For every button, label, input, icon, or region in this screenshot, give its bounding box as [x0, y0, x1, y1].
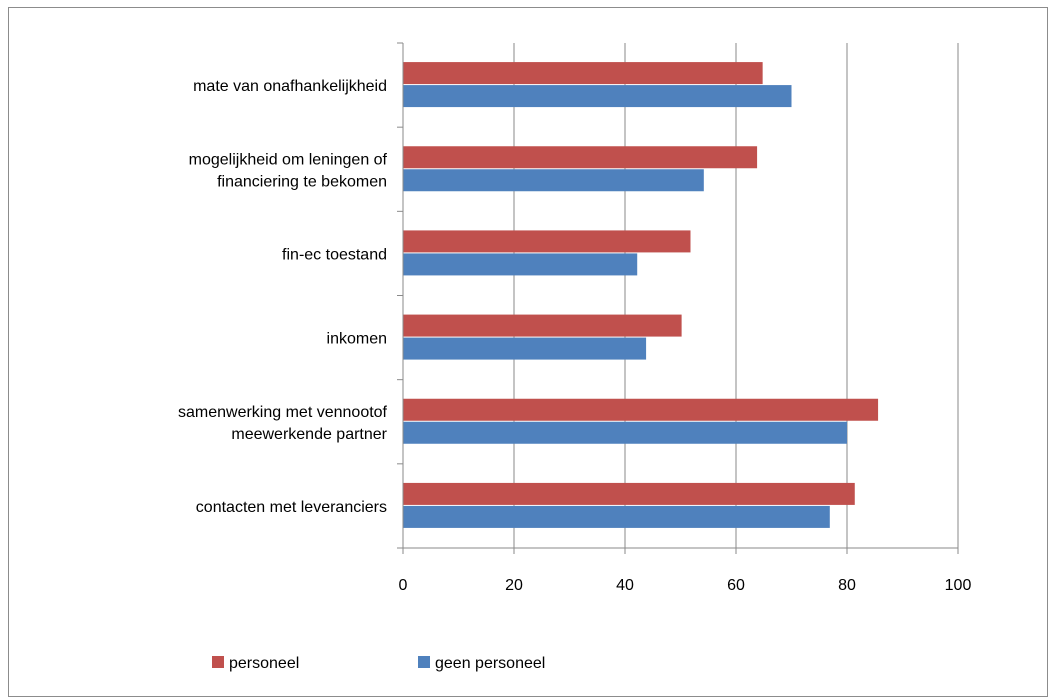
bar-geen-personeel: [403, 169, 704, 192]
bar-geen-personeel: [403, 337, 647, 360]
category-label-line: fin-ec toestand: [282, 246, 387, 263]
category-label-line: financiering te bekomen: [217, 173, 387, 190]
category-label: mate van onafhankelijkheid: [193, 78, 387, 95]
legend-label: personeel: [229, 655, 299, 672]
category-label: mogelijkheid om leningen of financiering …: [189, 151, 388, 190]
x-tick-label: 80: [838, 577, 856, 594]
bar-personeel: [403, 314, 682, 337]
x-tick-label: 100: [945, 577, 972, 594]
x-tick-label: 40: [616, 577, 634, 594]
legend-label: geen personeel: [435, 655, 545, 672]
bars: [403, 62, 879, 528]
x-tick-label: 0: [399, 577, 408, 594]
bar-personeel: [403, 146, 758, 169]
bar-geen-personeel: [403, 85, 792, 108]
x-tick-label: 60: [727, 577, 745, 594]
bar-personeel: [403, 62, 763, 85]
axes: [397, 42, 959, 554]
bar-geen-personeel: [403, 505, 830, 528]
category-label: samenwerking met vennootof meewerkende pa…: [178, 404, 388, 443]
category-label: contacten met leveranciers: [196, 499, 387, 516]
category-label: fin-ec toestand: [282, 246, 387, 263]
category-label: inkomen: [327, 331, 387, 348]
legend-swatch: [212, 656, 224, 668]
legend-swatch: [418, 656, 430, 668]
bar-chart: 0 20 40 60 80 100 mate van onafhankelijkheid mo…: [178, 42, 971, 672]
labels: 0 20 40 60 80 100 mate van onafhankelijkheid mo…: [178, 78, 971, 594]
legend: personeel geen personeel: [212, 655, 545, 672]
category-label-line: mate van onafhankelijkheid: [193, 78, 387, 95]
gridlines: [513, 43, 959, 548]
category-label-line: meewerkende partner: [231, 426, 387, 443]
category-label-line: inkomen: [327, 331, 387, 348]
bar-personeel: [403, 482, 855, 505]
bar-personeel: [403, 398, 879, 421]
bar-geen-personeel: [403, 253, 638, 276]
category-label-line: contacten met leveranciers: [196, 499, 387, 516]
bar-personeel: [403, 230, 691, 253]
category-label-line: samenwerking met vennootof: [178, 404, 388, 421]
bar-geen-personeel: [403, 421, 847, 444]
category-label-line: mogelijkheid om leningen of: [189, 151, 388, 168]
x-tick-label: 20: [505, 577, 523, 594]
